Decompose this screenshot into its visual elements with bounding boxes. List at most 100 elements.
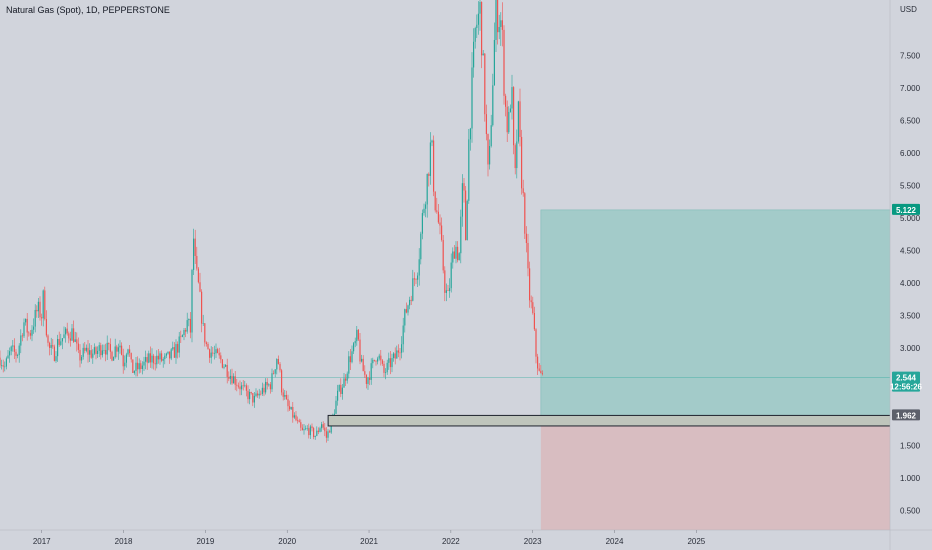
candle-body [151, 355, 153, 363]
y-tick-label: 6.000 [900, 149, 921, 158]
candle-body [412, 278, 414, 301]
candle-body [508, 111, 510, 133]
candle-body [441, 225, 443, 240]
y-tick-label: 0.500 [900, 506, 921, 515]
candle-body [10, 346, 12, 352]
candle-body [311, 426, 313, 429]
candle-body [23, 322, 25, 337]
candle-body [300, 422, 302, 428]
candle-body [60, 341, 62, 345]
candle-body [439, 222, 441, 226]
candle-body [20, 335, 22, 346]
candle-body [132, 359, 134, 373]
candle-body [501, 20, 503, 30]
candle-body [524, 193, 526, 234]
candle-body [201, 291, 203, 324]
loss-zone[interactable] [540, 415, 924, 530]
candle-body [81, 356, 83, 361]
candle-body [137, 362, 139, 370]
y-tick-label: 6.500 [900, 116, 921, 125]
candle-body [337, 390, 339, 401]
candle-body [436, 210, 438, 212]
candle-body [145, 357, 147, 362]
candle-body [36, 309, 38, 312]
candle-body [61, 338, 63, 342]
candle-body [21, 335, 23, 337]
candle-body [213, 353, 215, 354]
candle-body [101, 350, 103, 356]
candle-body [25, 318, 27, 323]
candle-body [146, 357, 148, 363]
candle-body [380, 355, 382, 361]
candle-body [28, 332, 30, 334]
candle-body [9, 351, 11, 356]
candle-body [509, 108, 511, 112]
candle-body [423, 208, 425, 214]
candle-body [247, 390, 249, 400]
candle-body [77, 343, 79, 350]
candle-body [489, 145, 491, 165]
candle-body [268, 384, 270, 386]
candle-body [525, 233, 527, 243]
candle-body [308, 428, 310, 436]
candle-body [223, 366, 225, 368]
candle-body [433, 140, 435, 192]
candle-body [31, 329, 33, 336]
candle-body [466, 200, 468, 241]
candle-body [225, 364, 227, 367]
x-tick-label: 2019 [196, 537, 214, 546]
candle-body [356, 329, 358, 342]
candle-body [149, 353, 151, 363]
candle-body [445, 290, 447, 293]
y-tick-label: 5.500 [900, 181, 921, 190]
candle-body [82, 347, 84, 357]
candle-body [49, 342, 51, 348]
candle-body [169, 351, 171, 359]
candle-body [277, 358, 279, 364]
candle-body [359, 339, 361, 362]
candle-body [503, 29, 505, 96]
candle-body [239, 386, 241, 390]
candle-body [301, 427, 303, 431]
candle-body [473, 41, 475, 68]
candle-body [71, 328, 73, 341]
candle-body [63, 334, 65, 339]
candle-body [386, 362, 388, 373]
candle-body [532, 302, 534, 313]
candle-body [281, 370, 283, 393]
candle-body [175, 344, 177, 358]
candle-body [73, 328, 75, 342]
candle-body [87, 347, 89, 355]
candle-body [265, 381, 267, 393]
candle-body [298, 420, 300, 423]
candle-body [377, 358, 379, 362]
candle-body [181, 335, 183, 337]
candle-body [141, 365, 143, 369]
profit-zone[interactable] [540, 209, 925, 416]
candle-body [42, 290, 44, 319]
candle-body [463, 183, 465, 191]
x-tick-label: 2020 [278, 537, 296, 546]
candle-body [351, 351, 353, 363]
candle-body [108, 342, 110, 345]
candle-body [335, 400, 337, 414]
candle-body [2, 365, 4, 367]
candle-body [415, 279, 417, 281]
candle-body [349, 356, 351, 363]
candle-body [4, 366, 6, 368]
candle-body [516, 141, 518, 169]
candle-body [343, 378, 345, 388]
entry-zone-box[interactable] [327, 414, 925, 427]
candle-body [76, 339, 78, 344]
candle-body [533, 312, 535, 330]
candle-body [487, 134, 489, 165]
x-tick-label: 2017 [33, 537, 51, 546]
candle-body [119, 345, 121, 348]
candle-body [229, 375, 231, 379]
price-axis[interactable] [890, 0, 932, 550]
candle-body [269, 384, 271, 390]
candle-body [367, 377, 369, 384]
candle-body [340, 384, 342, 394]
